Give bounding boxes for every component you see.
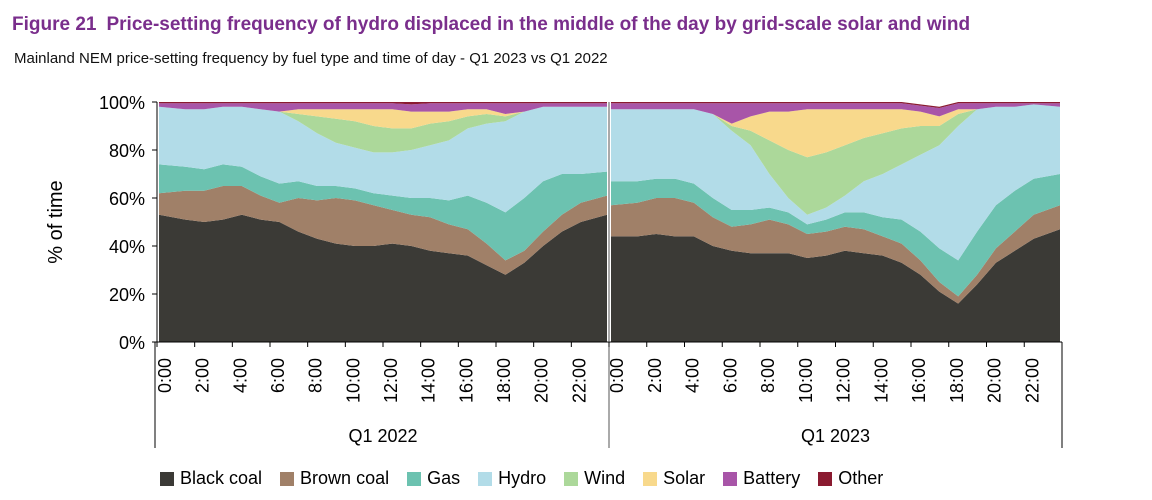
legend-item: Brown coal	[280, 468, 389, 489]
chart-legend: Black coal Brown coal Gas Hydro Wind Solar Bat…	[160, 468, 883, 489]
legend-label: Brown coal	[300, 468, 390, 488]
x-tick-label: 6:00	[268, 358, 288, 393]
y-tick-label: 20%	[109, 285, 145, 305]
x-tick-label: 18:00	[947, 358, 967, 403]
legend-swatch	[160, 471, 174, 486]
legend-label: Other	[838, 468, 884, 488]
x-tick-label: 16:00	[456, 358, 476, 403]
x-tick-label: 8:00	[758, 358, 778, 393]
x-tick-label: 18:00	[494, 358, 514, 403]
legend-label: Battery	[743, 468, 801, 488]
legend-item: Battery	[723, 468, 800, 489]
x-tick-label: 16:00	[909, 358, 929, 403]
x-tick-label: 12:00	[834, 358, 854, 403]
stacked-area-chart: 0% 20% 40% 60% 80% 100% % of time 0:00 2:00 4:00 6…	[45, 93, 1063, 448]
y-tick-label: 100%	[99, 93, 145, 113]
area-solar-q1-2023	[611, 104, 1060, 158]
legend-label: Gas	[427, 468, 461, 488]
x-tick-label: 20:00	[985, 358, 1005, 403]
legend-item: Other	[818, 468, 883, 489]
y-tick-label: 0%	[119, 333, 145, 353]
legend-label: Solar	[663, 468, 706, 488]
area-battery-q1-2023	[611, 103, 1060, 124]
area-gas-q1-2023	[611, 174, 1060, 297]
x-tick-label: 12:00	[381, 358, 401, 403]
figure-number: Figure 21	[12, 14, 97, 35]
area-solar-q1-2022	[159, 106, 607, 129]
x-tick-label: 6:00	[720, 358, 740, 393]
legend-swatch	[818, 471, 833, 486]
x-tick-label: 0:00	[607, 358, 627, 393]
y-tick-label: 40%	[109, 237, 145, 257]
area-black-coal-q1-2022	[159, 214, 607, 342]
area-black-coal-q1-2023	[611, 229, 1060, 342]
x-tick-label: 2:00	[645, 358, 665, 393]
figure-title-text: Price-setting frequency of hydro displac…	[106, 14, 971, 35]
area-brown-coal-q1-2023	[611, 198, 1060, 304]
area-hydro-q1-2023	[611, 104, 1060, 261]
x-tick-label: 14:00	[871, 358, 891, 403]
x-group-label: Q1 2023	[801, 426, 870, 446]
x-tick-label: 22:00	[1022, 358, 1042, 403]
x-tick-label: 10:00	[343, 358, 363, 403]
x-group-label: Q1 2022	[348, 426, 417, 446]
x-tick-label: 20:00	[532, 358, 552, 403]
legend-swatch	[643, 471, 658, 486]
legend-label: Hydro	[498, 468, 547, 488]
area-wind-q1-2022	[159, 106, 607, 153]
legend-label: Wind	[584, 468, 626, 488]
x-tick-label: 10:00	[796, 358, 816, 403]
area-battery-q1-2022	[159, 103, 607, 114]
x-tick-label: 4:00	[683, 358, 703, 393]
area-other-q1-2023	[611, 102, 1060, 108]
legend-item: Solar	[643, 468, 705, 489]
y-tick-label: 80%	[109, 141, 145, 161]
x-tick-label: 0:00	[155, 358, 175, 393]
legend-item: Gas	[407, 468, 460, 489]
legend-label: Black coal	[180, 468, 263, 488]
figure-title: Figure 21 Price-setting frequency of hydr…	[12, 14, 970, 36]
legend-item: Hydro	[478, 468, 546, 489]
area-wind-q1-2023	[611, 104, 1060, 215]
y-axis-label: % of time	[45, 180, 67, 263]
legend-swatch	[407, 471, 422, 486]
area-brown-coal-q1-2022	[159, 186, 607, 275]
area-hydro-q1-2022	[159, 106, 607, 213]
legend-item: Wind	[564, 468, 625, 489]
x-tick-label: 14:00	[419, 358, 439, 403]
figure-subtitle: Mainland NEM price-setting frequency by …	[14, 50, 608, 67]
y-tick-label: 60%	[109, 189, 145, 209]
x-tick-label: 4:00	[230, 358, 250, 393]
x-tick-label: 8:00	[306, 358, 326, 393]
x-tick-label: 2:00	[193, 358, 213, 393]
legend-swatch	[478, 471, 493, 486]
legend-swatch	[564, 471, 579, 486]
area-other-q1-2022	[159, 102, 607, 105]
legend-swatch	[723, 471, 738, 486]
legend-swatch	[280, 471, 295, 486]
x-tick-label: 22:00	[569, 358, 589, 403]
area-gas-q1-2022	[159, 164, 607, 261]
legend-item: Black coal	[160, 468, 262, 489]
